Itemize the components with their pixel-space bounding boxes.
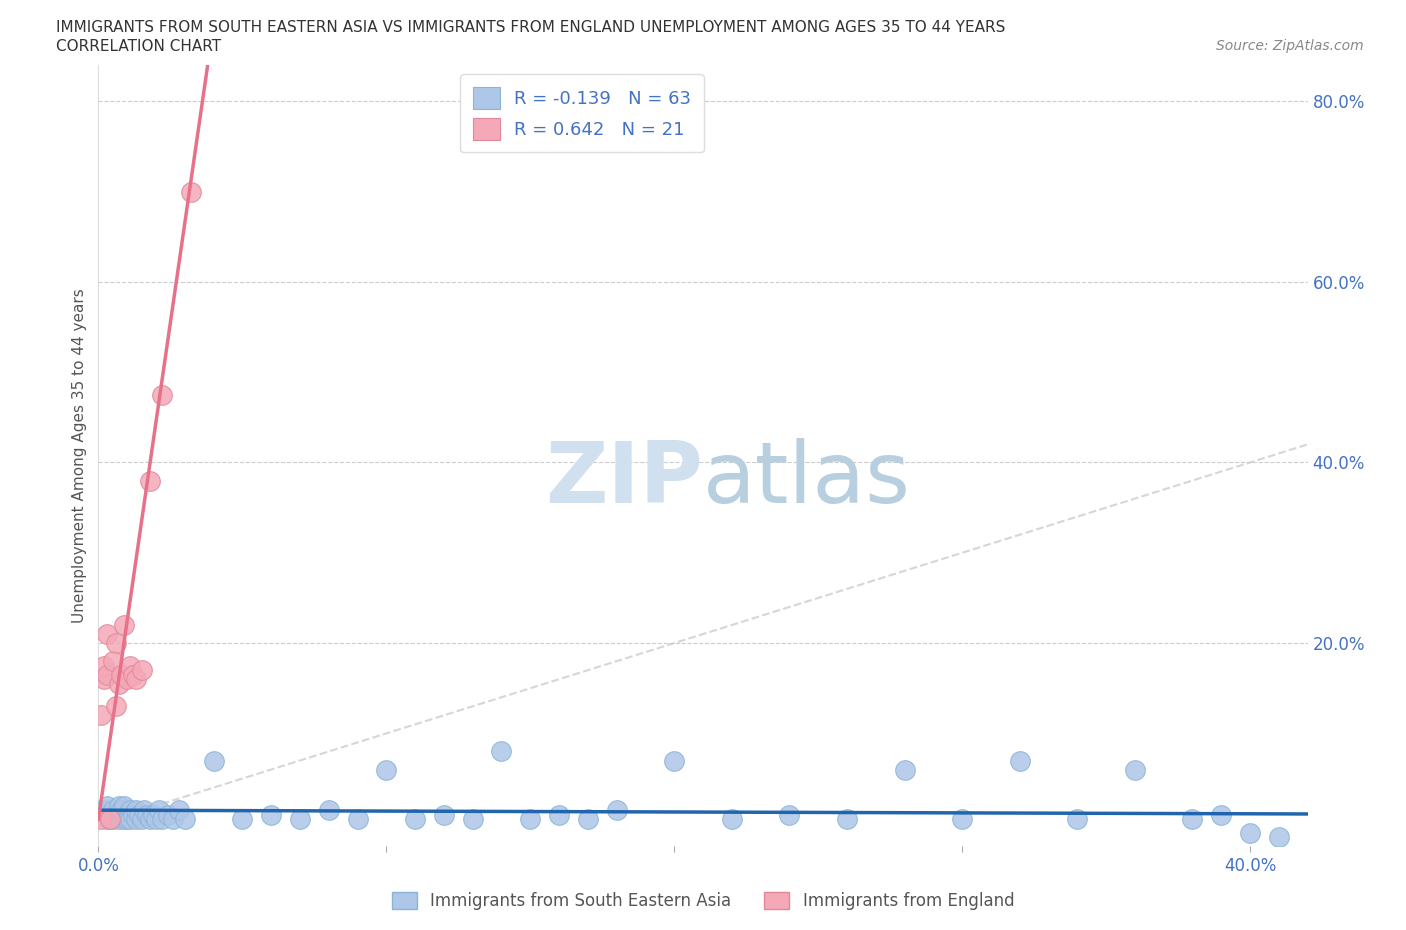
Point xyxy=(98,807,121,822)
Point xyxy=(115,812,138,827)
Point xyxy=(231,812,253,827)
Point xyxy=(136,807,159,822)
Point xyxy=(104,807,127,822)
Text: IMMIGRANTS FROM SOUTH EASTERN ASIA VS IMMIGRANTS FROM ENGLAND UNEMPLOYMENT AMONG: IMMIGRANTS FROM SOUTH EASTERN ASIA VS IM… xyxy=(56,20,1005,35)
Point xyxy=(1239,825,1261,840)
Point xyxy=(115,671,138,686)
Point xyxy=(134,803,156,817)
Legend: Immigrants from South Eastern Asia, Immigrants from England: Immigrants from South Eastern Asia, Immi… xyxy=(385,885,1021,917)
Point xyxy=(112,798,135,813)
Y-axis label: Unemployment Among Ages 35 to 44 years: Unemployment Among Ages 35 to 44 years xyxy=(72,288,87,623)
Point xyxy=(93,803,115,817)
Text: ZIP: ZIP xyxy=(546,438,703,521)
Point xyxy=(110,807,132,822)
Point xyxy=(778,807,800,822)
Point xyxy=(131,663,153,678)
Point xyxy=(104,698,127,713)
Point xyxy=(96,812,118,827)
Point xyxy=(120,812,142,827)
Point xyxy=(1123,762,1146,777)
Point xyxy=(107,798,129,813)
Point xyxy=(131,812,153,827)
Point xyxy=(101,654,124,669)
Point xyxy=(1181,812,1204,827)
Point xyxy=(202,753,225,768)
Point xyxy=(148,803,170,817)
Point xyxy=(375,762,398,777)
Point xyxy=(142,807,165,822)
Point xyxy=(835,812,858,827)
Point xyxy=(1008,753,1031,768)
Point xyxy=(433,807,456,822)
Point xyxy=(1066,812,1088,827)
Point xyxy=(288,812,311,827)
Point xyxy=(128,807,150,822)
Point xyxy=(150,812,173,827)
Point xyxy=(150,387,173,402)
Point xyxy=(125,671,148,686)
Point xyxy=(125,803,148,817)
Point xyxy=(120,803,142,817)
Point xyxy=(139,812,162,827)
Point xyxy=(346,812,368,827)
Point xyxy=(318,803,340,817)
Legend: R = -0.139   N = 63, R = 0.642   N = 21: R = -0.139 N = 63, R = 0.642 N = 21 xyxy=(460,74,704,153)
Point xyxy=(576,812,599,827)
Point xyxy=(162,812,184,827)
Point xyxy=(1268,830,1291,844)
Point xyxy=(720,812,742,827)
Point xyxy=(90,807,112,822)
Point xyxy=(950,812,973,827)
Point xyxy=(893,762,915,777)
Point xyxy=(98,812,121,827)
Point xyxy=(1211,807,1233,822)
Text: atlas: atlas xyxy=(703,438,911,521)
Point xyxy=(180,184,202,199)
Point xyxy=(122,807,145,822)
Point xyxy=(90,708,112,723)
Point xyxy=(664,753,686,768)
Point xyxy=(93,671,115,686)
Point xyxy=(491,744,513,759)
Text: CORRELATION CHART: CORRELATION CHART xyxy=(56,39,221,54)
Point xyxy=(110,667,132,682)
Point xyxy=(139,473,162,488)
Point xyxy=(260,807,283,822)
Point xyxy=(115,807,138,822)
Point xyxy=(90,812,112,827)
Point xyxy=(98,812,121,827)
Point xyxy=(606,803,628,817)
Point xyxy=(122,667,145,682)
Point xyxy=(101,803,124,817)
Point xyxy=(96,798,118,813)
Point xyxy=(96,667,118,682)
Point xyxy=(104,636,127,651)
Point xyxy=(112,618,135,632)
Point xyxy=(461,812,484,827)
Point xyxy=(145,812,167,827)
Point xyxy=(173,812,195,827)
Point xyxy=(96,627,118,642)
Point xyxy=(107,676,129,691)
Point xyxy=(112,812,135,827)
Point xyxy=(101,812,124,827)
Text: Source: ZipAtlas.com: Source: ZipAtlas.com xyxy=(1216,39,1364,53)
Point xyxy=(156,807,179,822)
Point xyxy=(404,812,426,827)
Point xyxy=(110,803,132,817)
Point xyxy=(120,658,142,673)
Point xyxy=(107,812,129,827)
Point xyxy=(125,812,148,827)
Point xyxy=(93,658,115,673)
Point xyxy=(167,803,190,817)
Point xyxy=(548,807,571,822)
Point xyxy=(519,812,541,827)
